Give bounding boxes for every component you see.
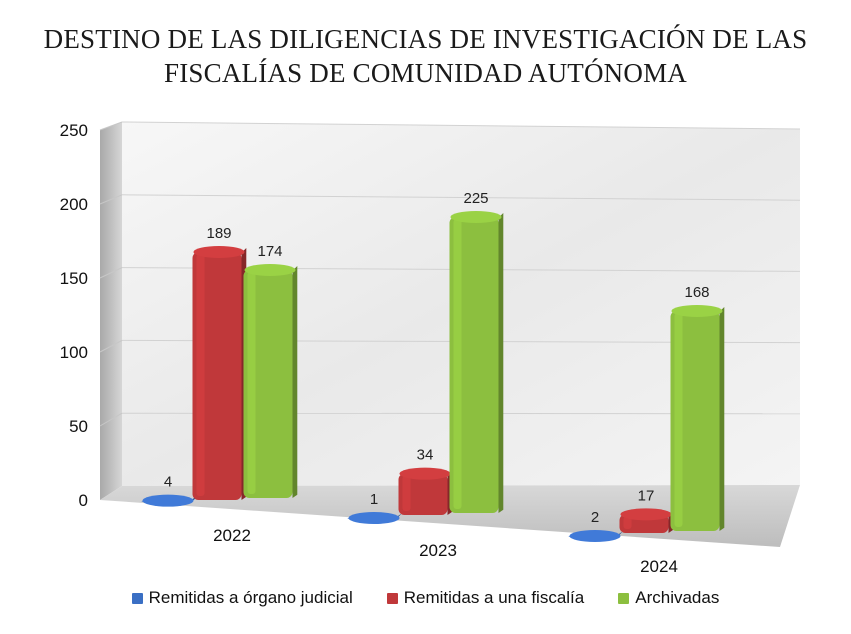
data-label: 4 — [164, 474, 172, 491]
x-axis: 2022 2023 2024 — [213, 526, 678, 576]
data-label: 225 — [463, 190, 488, 207]
data-label: 189 — [206, 225, 231, 242]
legend-label: Remitidas a una fiscalía — [403, 588, 585, 607]
data-label: 17 — [638, 487, 655, 504]
bar-highlight — [247, 272, 256, 494]
legend-item: Remitidas a órgano judicial — [131, 588, 353, 608]
gridline — [121, 194, 801, 201]
bar-highlight — [402, 475, 411, 511]
bar-top — [399, 467, 451, 480]
y-tick-label: 100 — [60, 343, 88, 362]
gridline-side — [99, 267, 123, 279]
bar-highlight — [674, 313, 683, 527]
data-label: 168 — [684, 284, 709, 301]
bar-front — [398, 473, 448, 515]
legend-label: Remitidas a órgano judicial — [148, 588, 353, 607]
gridline-side — [99, 412, 123, 427]
bar-highlight — [453, 219, 462, 509]
bar-top — [142, 494, 194, 507]
bar — [449, 211, 504, 513]
legend-item: Remitidas a una fiscalía — [386, 588, 585, 608]
bar-side — [498, 213, 504, 513]
gridline-side — [99, 339, 123, 353]
bar-side — [719, 307, 725, 531]
side-wall — [100, 122, 122, 500]
bar — [243, 264, 298, 498]
bar — [568, 530, 623, 542]
bar-highlight — [623, 516, 632, 529]
legend-swatch — [131, 592, 143, 604]
data-label: 174 — [257, 243, 282, 260]
bar-front — [192, 252, 242, 500]
y-tick-label: 200 — [60, 195, 88, 214]
bar-highlight — [196, 254, 205, 496]
x-tick-label: 2022 — [213, 526, 251, 545]
legend-item: Archivadas — [618, 588, 719, 608]
x-tick-label: 2024 — [640, 557, 678, 576]
y-tick-label: 250 — [60, 121, 88, 140]
legend-label: Archivadas — [635, 588, 720, 607]
chart-title-line-1: DESTINO DE LAS DILIGENCIAS DE INVESTIGAC… — [43, 24, 808, 54]
legend-swatch — [618, 592, 630, 604]
bar-front — [449, 217, 499, 513]
x-tick-label: 2023 — [419, 541, 457, 560]
data-label: 2 — [591, 509, 599, 526]
bars — [141, 211, 725, 542]
data-label: 1 — [370, 491, 378, 508]
y-tick-label: 0 — [79, 491, 88, 510]
bar-top — [620, 508, 672, 521]
legend: Remitidas a órgano judicial Remitidas a u… — [0, 588, 851, 608]
gridline-side — [99, 194, 123, 205]
bar-top — [671, 305, 723, 317]
y-axis: 0 50 100 150 200 250 — [60, 121, 88, 510]
bar — [141, 494, 196, 507]
bar-front — [243, 270, 293, 498]
bar-side — [292, 266, 298, 498]
bar-top — [450, 211, 502, 223]
bar — [192, 246, 247, 500]
y-tick-label: 50 — [69, 417, 88, 436]
bar-top — [569, 530, 621, 542]
chart-title-line-2: FISCALÍAS DE COMUNIDAD AUTÓNOMA — [164, 58, 687, 88]
data-label: 34 — [417, 447, 434, 464]
bar-front — [670, 311, 720, 531]
bar — [670, 305, 725, 531]
gridline — [121, 121, 801, 130]
bar-top — [193, 246, 245, 258]
chart-title: DESTINO DE LAS DILIGENCIAS DE INVESTIGAC… — [0, 22, 851, 90]
legend-swatch — [386, 592, 398, 604]
bar — [398, 467, 453, 515]
bar — [347, 512, 402, 524]
data-labels: 4 189 174 1 34 225 2 17 168 — [164, 190, 710, 526]
bar-top — [348, 512, 400, 524]
gridline-side — [99, 121, 123, 131]
bar-top — [244, 264, 296, 276]
y-tick-label: 150 — [60, 269, 88, 288]
bar — [619, 508, 674, 533]
